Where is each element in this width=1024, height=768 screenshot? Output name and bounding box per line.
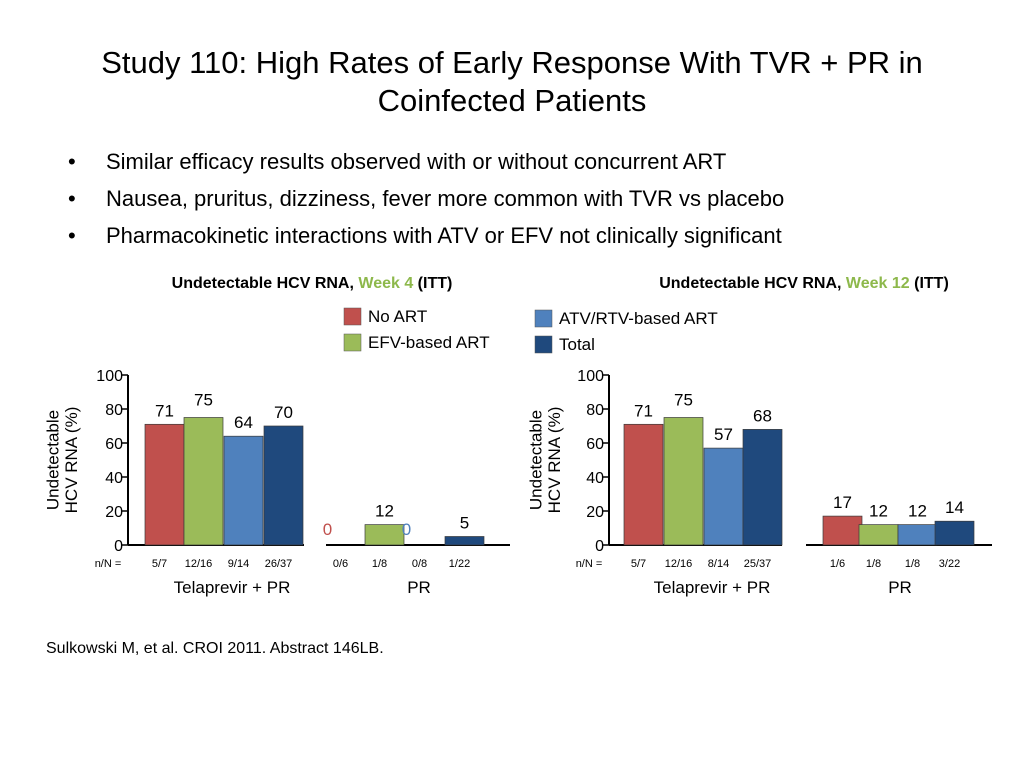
data-label: 75 [674,391,693,410]
y-tick-label: 40 [586,470,604,487]
data-label: 71 [634,401,653,420]
nn-label: n/N = [95,558,122,570]
chart-title-part: Undetectable HCV RNA, [659,275,846,292]
bar [623,423,664,546]
legend-label: Total [559,335,595,354]
bar [822,515,863,546]
y-tick-label: 80 [105,402,123,419]
y-axis-label: UndetectableHCV RNA (%) [526,407,564,514]
data-label: 17 [833,493,852,512]
bullet-list: Similar efficacy results observed with o… [66,143,784,254]
bullet-item: Similar efficacy results observed with o… [66,143,784,180]
nn-value: 1/8 [372,558,387,570]
bar [263,425,304,546]
bar [934,520,975,546]
page-title: Study 110: High Rates of Early Response … [101,45,923,118]
bar [144,423,185,546]
y-tick-label: 100 [577,368,604,385]
nn-value: 3/22 [939,558,960,570]
y-tick-label: 0 [114,538,123,555]
chart-title-week: Week 12 [846,275,910,292]
data-label: 12 [375,502,394,521]
nn-value: 1/8 [866,558,881,570]
nn-value: 5/7 [152,558,167,570]
legend-label: No ART [368,307,427,326]
legend-swatch [534,335,553,354]
nn-value: 1/8 [905,558,920,570]
legend-swatch [343,307,362,326]
y-tick-label: 0 [595,538,604,555]
data-label: 71 [155,401,174,420]
nn-value: 8/14 [708,558,729,570]
y-tick-label: 60 [105,436,123,453]
y-axis-label-line: Undetectable [43,410,62,510]
x-group-label: Telaprevir + PR [174,578,291,597]
y-tick-label: 80 [586,402,604,419]
data-label: 68 [753,406,772,425]
x-group-label: PR [407,578,431,597]
y-tick-label: 20 [105,504,123,521]
chart-title-part: Undetectable HCV RNA, [172,275,359,292]
y-axis-label: UndetectableHCV RNA (%) [43,407,81,514]
data-label: 12 [908,502,927,521]
chart-title-part: (ITT) [910,275,949,292]
nn-value: 5/7 [631,558,646,570]
legend-swatch [534,309,553,328]
y-axis-label-line: Undetectable [526,410,545,510]
y-axis-label-line: HCV RNA (%) [545,407,564,514]
nn-value: 26/37 [265,558,293,570]
nn-value: 9/14 [228,558,249,570]
data-label: 70 [274,403,293,422]
data-label: 12 [869,502,888,521]
bar [858,524,899,546]
y-tick-label: 100 [96,368,123,385]
chart-title-part: (ITT) [413,275,452,292]
legend-swatch [343,333,362,352]
data-label: 14 [945,498,964,517]
chart-title-week: Week 4 [358,275,413,292]
data-label: 0 [402,520,411,539]
bar [742,429,783,546]
x-group-label: PR [888,578,912,597]
data-label: 57 [714,425,733,444]
bar [663,417,704,546]
bar [897,524,938,546]
bar [183,417,224,546]
chart-title: Undetectable HCV RNA, Week 12 (ITT) [659,275,949,292]
nn-value: 25/37 [744,558,772,570]
data-label: 64 [234,413,253,432]
bar [223,435,264,546]
data-label: 0 [323,520,332,539]
y-tick-label: 20 [586,504,604,521]
x-group-label: Telaprevir + PR [654,578,771,597]
citation: Sulkowski M, et al. CROI 2011. Abstract … [46,640,384,657]
bar [364,524,405,546]
nn-value: 12/16 [665,558,693,570]
nn-value: 0/8 [412,558,427,570]
nn-value: 1/22 [449,558,470,570]
legend-label: ATV/RTV-based ART [559,309,718,328]
data-label: 5 [460,514,469,533]
bar [703,447,744,546]
nn-value: 1/6 [830,558,845,570]
y-tick-label: 60 [586,436,604,453]
nn-value: 0/6 [333,558,348,570]
nn-label: n/N = [576,558,603,570]
y-axis-label-line: HCV RNA (%) [62,407,81,514]
bullet-item: Pharmacokinetic interactions with ATV or… [66,217,784,254]
chart-title: Undetectable HCV RNA, Week 4 (ITT) [172,275,453,292]
data-label: 75 [194,391,213,410]
legend-label: EFV-based ART [368,333,490,352]
bar [444,536,485,546]
nn-value: 12/16 [185,558,213,570]
y-tick-label: 40 [105,470,123,487]
bullet-item: Nausea, pruritus, dizziness, fever more … [66,180,784,217]
